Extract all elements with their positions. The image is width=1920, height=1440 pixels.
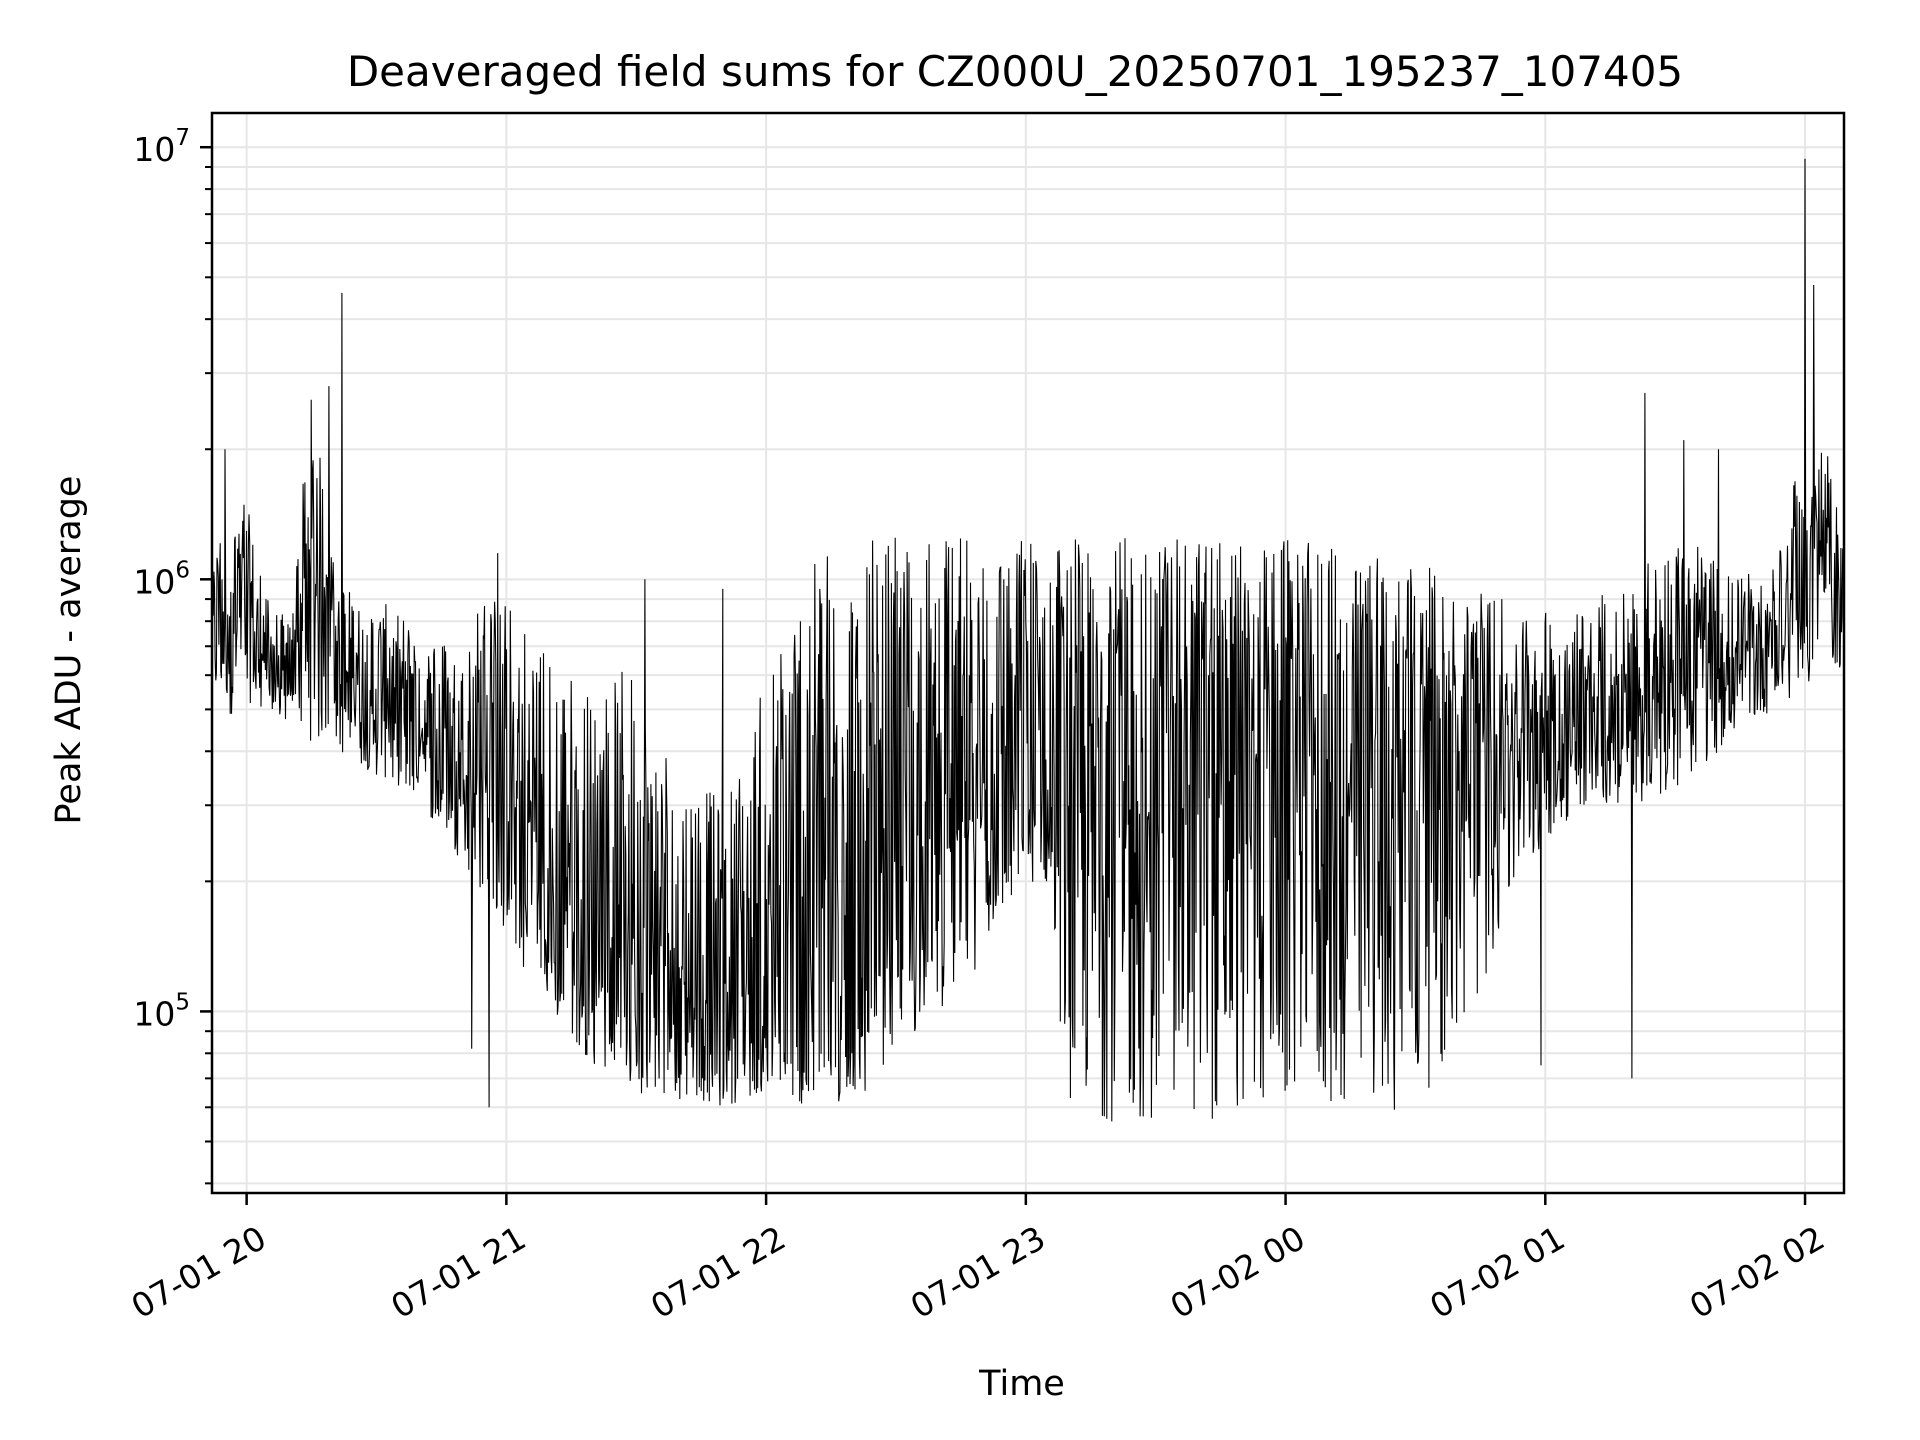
- grid: [212, 113, 1844, 1193]
- data-series: [212, 158, 1844, 1122]
- y-tick-label: 106: [133, 557, 190, 601]
- y-axis: 105 106 107: [133, 125, 212, 1185]
- series-line: [212, 158, 1844, 1122]
- y-tick-label: 105: [133, 989, 190, 1033]
- y-tick-label: 107: [133, 125, 190, 169]
- plot-frame: [210, 111, 1846, 1195]
- y-axis-title: Peak ADU - average: [49, 476, 89, 825]
- chart-title: Deaveraged field sums for CZ000U_2025070…: [347, 47, 1683, 96]
- x-axis-title: Time: [978, 1364, 1065, 1404]
